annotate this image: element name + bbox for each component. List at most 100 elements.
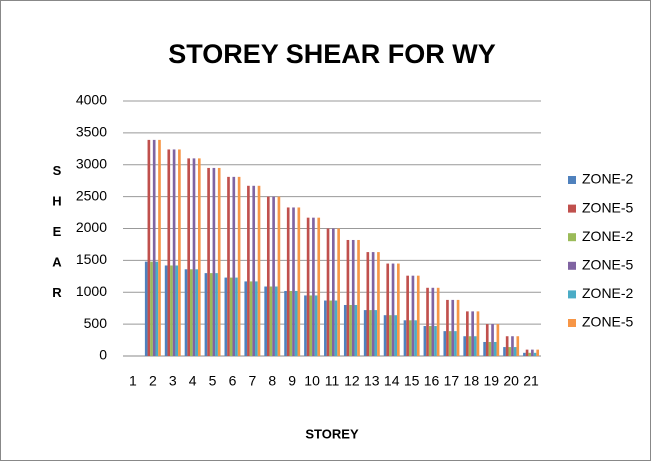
bar	[394, 315, 398, 356]
bar	[363, 310, 367, 356]
bar	[463, 336, 467, 356]
bar	[274, 286, 278, 356]
bar	[175, 265, 179, 356]
y-tick-label: 1000	[76, 283, 107, 299]
x-tick-label: 4	[189, 373, 197, 389]
bar	[456, 299, 460, 356]
bar	[150, 261, 153, 356]
bar	[428, 326, 432, 356]
legend-label: ZONE-2	[582, 228, 634, 244]
bar	[434, 326, 437, 356]
bar	[349, 305, 352, 356]
bar	[309, 295, 313, 356]
bar	[317, 217, 321, 356]
legend-label: ZONE-5	[582, 314, 634, 330]
bar	[454, 331, 457, 356]
bar	[304, 295, 307, 356]
bar	[286, 207, 290, 356]
bar	[443, 331, 447, 356]
bar	[371, 252, 375, 356]
bar	[423, 326, 427, 356]
legend-swatch	[568, 204, 576, 213]
bar	[536, 349, 540, 356]
bar	[528, 352, 532, 356]
y-tick-label: 3500	[76, 124, 107, 140]
bar	[511, 336, 514, 356]
bar	[244, 281, 248, 356]
bar	[468, 336, 472, 356]
legend-label: ZONE-5	[582, 257, 634, 273]
bar	[195, 269, 198, 356]
bar	[476, 311, 480, 356]
bar	[366, 252, 370, 356]
bar	[197, 158, 201, 356]
bar	[190, 269, 193, 356]
bar	[144, 261, 148, 356]
bar	[523, 352, 526, 356]
y-tick-label: 1500	[76, 251, 107, 267]
x-tick-label: 17	[444, 373, 460, 389]
bar	[431, 287, 435, 356]
y-tick-label: 4000	[76, 92, 107, 108]
bar	[314, 295, 318, 356]
bar	[451, 299, 455, 356]
legend-label: ZONE-5	[582, 199, 634, 215]
bar	[505, 336, 509, 356]
bar	[411, 275, 415, 356]
bar	[436, 287, 440, 356]
bar	[187, 158, 191, 356]
bar	[209, 273, 213, 356]
x-tick-label: 6	[229, 373, 237, 389]
x-tick-label: 21	[523, 373, 539, 389]
bar	[184, 269, 188, 356]
bar	[389, 315, 392, 356]
bar	[533, 352, 537, 356]
x-tick-label: 1	[129, 373, 137, 389]
bar	[493, 341, 497, 356]
bar	[207, 167, 210, 356]
bar	[329, 300, 332, 356]
bar	[503, 347, 506, 356]
bar	[204, 273, 208, 356]
bar	[294, 290, 298, 356]
legend-label: ZONE-2	[582, 171, 634, 187]
bar	[351, 239, 355, 356]
y-tick-label: 0	[99, 347, 107, 363]
bar	[513, 347, 517, 356]
bar	[406, 275, 409, 356]
bar	[448, 331, 452, 356]
bar	[264, 286, 267, 356]
bar	[297, 207, 301, 356]
bar	[471, 311, 474, 356]
bar	[247, 185, 250, 356]
x-tick-label: 16	[424, 373, 440, 389]
bar	[483, 341, 486, 356]
bar	[224, 277, 228, 356]
x-tick-label: 14	[384, 373, 400, 389]
y-tick-label: 2500	[76, 187, 107, 203]
bar	[369, 310, 372, 356]
bar	[257, 185, 261, 356]
bar	[391, 263, 395, 356]
legend-swatch	[568, 319, 576, 327]
bar	[155, 261, 159, 356]
x-tick-label: 3	[169, 373, 177, 389]
bar	[491, 324, 494, 356]
bar	[334, 300, 338, 356]
x-axis-label: STOREY	[305, 426, 359, 441]
bar	[312, 217, 315, 356]
bar	[277, 196, 281, 356]
bar	[172, 149, 176, 356]
bar	[414, 320, 417, 356]
x-tick-label: 11	[325, 373, 340, 389]
y-tick-label: 500	[84, 315, 108, 331]
bar	[525, 349, 529, 356]
bar	[192, 158, 196, 356]
bar	[332, 228, 335, 356]
bar	[237, 176, 241, 356]
bar	[408, 320, 412, 356]
bar	[508, 347, 512, 356]
bar	[496, 324, 500, 356]
x-tick-label: 18	[464, 373, 480, 389]
